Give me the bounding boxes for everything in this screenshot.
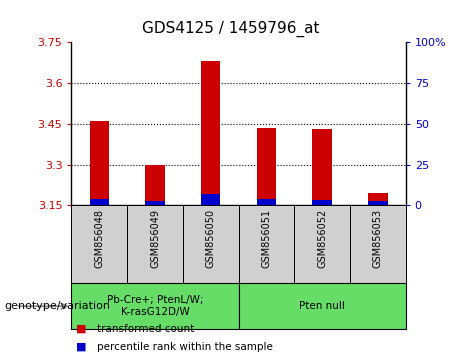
Bar [145, 201, 165, 205]
Text: GSM856049: GSM856049 [150, 209, 160, 268]
Bar [238, 283, 406, 329]
Text: transformed count: transformed count [97, 324, 194, 334]
Text: genotype/variation: genotype/variation [5, 301, 111, 311]
Bar [127, 205, 183, 283]
Bar [257, 128, 276, 205]
Text: ■: ■ [76, 342, 87, 352]
Bar [145, 165, 165, 205]
Bar [238, 205, 294, 283]
Text: GSM856053: GSM856053 [373, 209, 383, 268]
Bar [294, 205, 350, 283]
Text: GDS4125 / 1459796_at: GDS4125 / 1459796_at [142, 21, 319, 38]
Bar [89, 121, 109, 205]
Bar [71, 283, 239, 329]
Bar [201, 194, 220, 205]
Bar [313, 200, 332, 205]
Bar [368, 193, 388, 205]
Bar [368, 201, 388, 205]
Bar [313, 129, 332, 205]
Bar [89, 199, 109, 205]
Bar [350, 205, 406, 283]
Bar [183, 205, 238, 283]
Text: GSM856052: GSM856052 [317, 209, 327, 268]
Bar [257, 199, 276, 205]
Text: percentile rank within the sample: percentile rank within the sample [97, 342, 273, 352]
Text: GSM856050: GSM856050 [206, 209, 216, 268]
Bar [71, 205, 127, 283]
Bar [201, 62, 220, 205]
Text: GSM856048: GSM856048 [95, 209, 104, 268]
Text: ■: ■ [76, 324, 87, 334]
Text: Pten null: Pten null [299, 301, 345, 311]
Text: GSM856051: GSM856051 [261, 209, 272, 268]
Text: Pb-Cre+; PtenL/W;
K-rasG12D/W: Pb-Cre+; PtenL/W; K-rasG12D/W [107, 295, 203, 317]
